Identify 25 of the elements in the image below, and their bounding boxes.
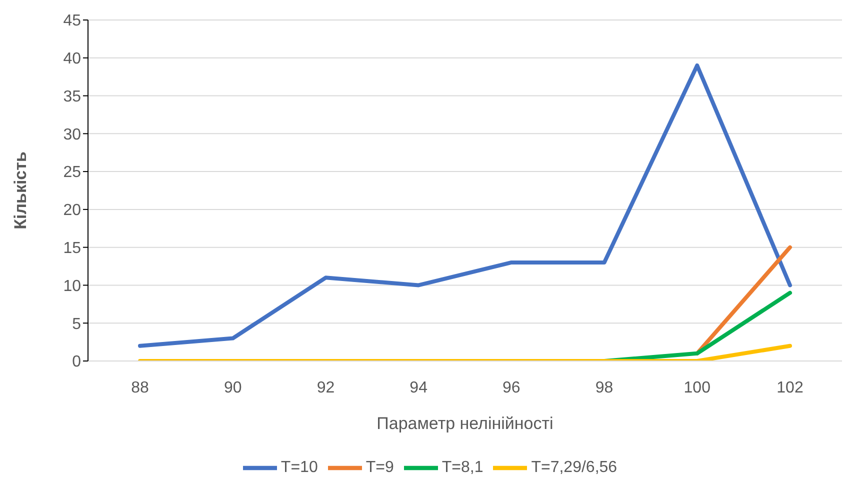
y-tick-label: 5 [72, 316, 82, 333]
legend-label: T=10 [280, 459, 318, 476]
y-tick-label: 25 [63, 164, 82, 182]
x-tick-label: 100 [684, 379, 711, 396]
x-tick-label: 92 [316, 379, 335, 396]
y-tick-label: 40 [63, 50, 82, 68]
y-tick-label: 0 [72, 354, 82, 371]
legend-label: T=9 [366, 459, 394, 476]
x-tick-label: 88 [131, 379, 149, 396]
line-series [138, 63, 792, 348]
y-tick-label: 15 [63, 240, 82, 258]
y-tick-label: 30 [63, 126, 82, 144]
legend-label: T=8,1 [442, 459, 484, 476]
y-tick-label: 45 [63, 12, 82, 30]
y-tick-label: 35 [63, 88, 82, 106]
y-tick-label: 20 [63, 202, 82, 220]
x-tick-label: 96 [502, 379, 520, 396]
x-axis-title: Параметр нелінійності [376, 414, 554, 433]
x-tick-label: 102 [776, 379, 804, 396]
x-tick-label: 98 [595, 379, 614, 396]
x-tick-label: 94 [410, 379, 428, 396]
y-axis-title: Кількість [11, 152, 30, 230]
y-tick-label: 10 [63, 278, 82, 295]
x-tick-label: 90 [224, 379, 242, 396]
legend-label: T=7,29/6,56 [531, 459, 618, 476]
